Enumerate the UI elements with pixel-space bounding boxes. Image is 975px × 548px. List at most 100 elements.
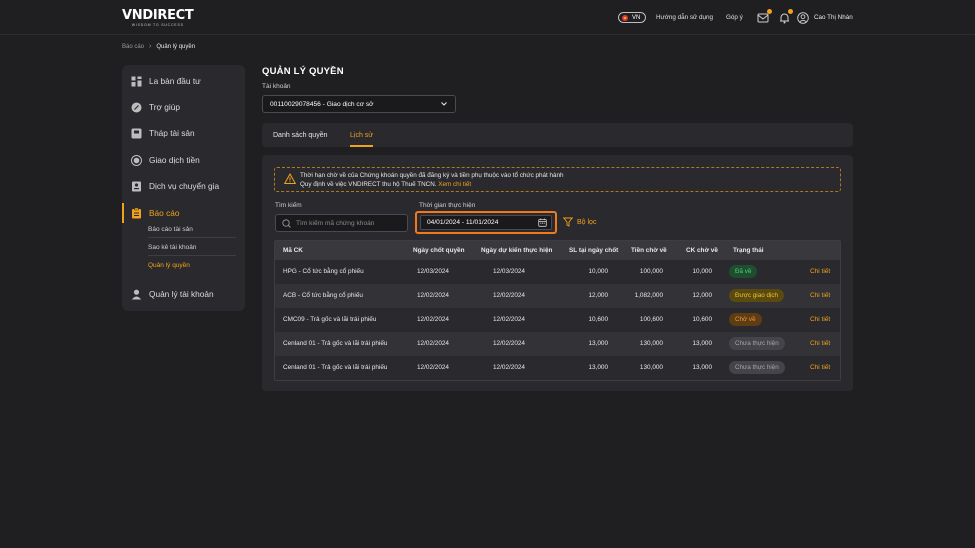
sidebar-item-report[interactable]: Báo cáo bbox=[122, 203, 245, 223]
report-icon bbox=[131, 207, 142, 219]
page-title: QUẢN LÝ QUYỀN bbox=[262, 66, 344, 77]
message-badge bbox=[767, 9, 772, 14]
breadcrumb: Báo cáo › Quản lý quyền bbox=[122, 43, 195, 50]
notice-line-2: Quy định về việc VNDIRECT thu hộ Thuế TN… bbox=[300, 181, 471, 188]
status-badge: Chưa thực hiện bbox=[729, 337, 785, 350]
sidebar-item-label: Trợ giúp bbox=[149, 102, 180, 112]
cell-cash: 130,000 bbox=[639, 340, 663, 347]
tab-bar: Danh sách quyền Lịch sử bbox=[262, 123, 853, 147]
detail-link[interactable]: Chi tiết bbox=[810, 292, 831, 299]
col-header-stock: CK chờ về bbox=[686, 247, 718, 254]
status-badge: Được giao dịch bbox=[729, 289, 784, 302]
col-header-exec-date: Ngày dự kiến thực hiện bbox=[481, 247, 553, 254]
sidebar-item-label: Dịch vụ chuyển gia bbox=[149, 181, 220, 191]
cell-cash: 130,000 bbox=[639, 364, 663, 371]
cell-cash: 100,600 bbox=[639, 316, 663, 323]
notice-line-2-text: Quy định về việc VNDIRECT thu hộ Thuế TN… bbox=[300, 181, 437, 188]
cell-code: ACB - Cổ tức bằng cổ phiếu bbox=[283, 292, 363, 299]
vietnam-flag-icon bbox=[622, 14, 628, 21]
cell-record-date: 12/02/2024 bbox=[417, 292, 449, 299]
detail-link[interactable]: Chi tiết bbox=[810, 340, 831, 347]
detail-link[interactable]: Chi tiết bbox=[810, 364, 831, 371]
detail-link[interactable]: Chi tiết bbox=[810, 316, 831, 323]
sidebar-subitem-account-statement[interactable]: Sao kê tài khoản bbox=[148, 239, 236, 256]
sidebar-item-expert-service[interactable]: Dịch vụ chuyển gia bbox=[122, 176, 245, 196]
date-range-input[interactable]: 04/01/2024 - 11/01/2024 bbox=[420, 215, 552, 230]
filter-button[interactable]: Bộ lọc bbox=[563, 217, 596, 227]
sidebar-subitem-rights-management[interactable]: Quản lý quyền bbox=[148, 262, 190, 269]
cell-qty: 12,000 bbox=[588, 292, 608, 299]
tab-rights-list[interactable]: Danh sách quyền bbox=[273, 131, 328, 139]
breadcrumb-parent[interactable]: Báo cáo bbox=[122, 43, 145, 50]
sidebar-item-label: Báo cáo bbox=[149, 208, 180, 218]
user-name[interactable]: Cao Thị Nhàn bbox=[814, 14, 853, 21]
cell-code: CMC09 - Trả gốc và lãi trái phiếu bbox=[283, 316, 377, 323]
cell-exec-date: 12/02/2024 bbox=[493, 292, 525, 299]
cell-code: Cenland 01 - Trả gốc và lãi trái phiếu bbox=[283, 364, 388, 371]
sidebar-item-asset-tower[interactable]: Tháp tài sản bbox=[122, 123, 245, 143]
sidebar-item-label: Quản lý tài khoản bbox=[149, 289, 214, 299]
message-button[interactable] bbox=[757, 9, 772, 23]
notification-button[interactable] bbox=[778, 9, 793, 24]
cell-qty: 13,000 bbox=[588, 340, 608, 347]
table-row: HPG - Cổ tức bằng cổ phiếu 12/03/2024 12… bbox=[275, 260, 840, 284]
cell-record-date: 12/03/2024 bbox=[417, 268, 449, 275]
logo-tagline: WISDOM TO SUCCESS bbox=[131, 23, 184, 27]
col-header-qty: SL tại ngày chốt bbox=[569, 247, 619, 254]
language-toggle[interactable]: VN bbox=[618, 12, 646, 23]
asset-tower-icon bbox=[131, 128, 142, 139]
search-field[interactable] bbox=[275, 214, 408, 232]
tab-history[interactable]: Lịch sử bbox=[350, 123, 373, 147]
col-header-record-date: Ngày chốt quyền bbox=[413, 247, 465, 254]
search-icon bbox=[282, 219, 291, 228]
sidebar-item-help[interactable]: Trợ giúp bbox=[122, 97, 245, 117]
status-badge: Chờ về bbox=[729, 313, 762, 326]
col-header-cash: Tiền chờ về bbox=[631, 247, 667, 254]
col-header-code: Mã CK bbox=[283, 247, 303, 254]
account-select[interactable]: 00110029078456 - Giao dịch cơ sở bbox=[262, 95, 456, 113]
bell-icon bbox=[780, 13, 789, 24]
table-row: Cenland 01 - Trả gốc và lãi trái phiếu 1… bbox=[275, 356, 840, 380]
date-range-value: 04/01/2024 - 11/01/2024 bbox=[427, 219, 499, 226]
chevron-right-icon: › bbox=[149, 43, 152, 50]
sidebar-item-label: La bàn đầu tư bbox=[149, 76, 201, 86]
cell-record-date: 12/02/2024 bbox=[417, 316, 449, 323]
cell-exec-date: 12/03/2024 bbox=[493, 268, 525, 275]
message-icon bbox=[757, 13, 769, 23]
user-avatar-icon[interactable] bbox=[797, 11, 809, 24]
rights-history-table: Mã CK Ngày chốt quyền Ngày dự kiến thực … bbox=[274, 240, 841, 381]
sidebar-subitem-asset-report[interactable]: Báo cáo tài sản bbox=[148, 221, 236, 238]
col-header-status: Trạng thái bbox=[733, 247, 764, 254]
cell-stock: 10,000 bbox=[692, 268, 712, 275]
cell-record-date: 12/02/2024 bbox=[417, 364, 449, 371]
sidebar-item-account-management[interactable]: Quản lý tài khoản bbox=[122, 284, 245, 304]
search-input[interactable] bbox=[296, 217, 404, 230]
sidebar-item-investment-compass[interactable]: La bàn đầu tư bbox=[122, 71, 245, 91]
cell-cash: 1,082,000 bbox=[634, 292, 663, 299]
notification-badge bbox=[788, 9, 793, 14]
top-bar: VNDIRECT WISDOM TO SUCCESS VN Hướng dẫn … bbox=[0, 0, 975, 35]
logo-text: VNDIRECT bbox=[122, 8, 194, 23]
notice-detail-link[interactable]: Xem chi tiết bbox=[438, 181, 472, 188]
cell-cash: 100,000 bbox=[639, 268, 663, 275]
calendar-icon[interactable] bbox=[538, 218, 547, 227]
cell-stock: 10,600 bbox=[692, 316, 712, 323]
account-icon bbox=[131, 289, 142, 300]
cell-stock: 13,000 bbox=[692, 364, 712, 371]
cell-record-date: 12/02/2024 bbox=[417, 340, 449, 347]
chevron-down-icon bbox=[441, 102, 447, 106]
user-guide-link[interactable]: Hướng dẫn sử dụng bbox=[656, 14, 714, 21]
detail-link[interactable]: Chi tiết bbox=[810, 268, 831, 275]
cell-stock: 12,000 bbox=[692, 292, 712, 299]
sidebar-item-money-transaction[interactable]: Giao dịch tiền bbox=[122, 150, 245, 170]
cell-exec-date: 12/02/2024 bbox=[493, 340, 525, 347]
cell-qty: 13,000 bbox=[588, 364, 608, 371]
vndirect-logo[interactable]: VNDIRECT WISDOM TO SUCCESS bbox=[122, 8, 194, 27]
cell-qty: 10,000 bbox=[588, 268, 608, 275]
language-label: VN bbox=[632, 14, 641, 21]
cell-exec-date: 12/02/2024 bbox=[493, 364, 525, 371]
date-range-highlight: 04/01/2024 - 11/01/2024 bbox=[415, 211, 557, 234]
table-row: ACB - Cổ tức bằng cổ phiếu 12/02/2024 12… bbox=[275, 284, 840, 308]
feedback-link[interactable]: Góp ý bbox=[726, 14, 743, 21]
sidebar: La bàn đầu tư Trợ giúp Tháp tài sản Giao… bbox=[122, 65, 245, 311]
